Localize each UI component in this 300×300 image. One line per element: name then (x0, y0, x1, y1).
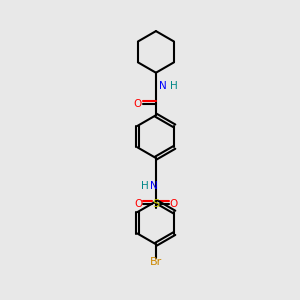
Text: H: H (170, 80, 178, 91)
Text: O: O (170, 199, 178, 209)
Text: S: S (152, 199, 160, 209)
Text: O: O (134, 199, 142, 209)
Text: N: N (159, 80, 167, 91)
Text: N: N (150, 181, 158, 191)
Text: O: O (134, 99, 142, 109)
Text: Br: Br (150, 257, 162, 267)
Text: H: H (141, 181, 148, 191)
